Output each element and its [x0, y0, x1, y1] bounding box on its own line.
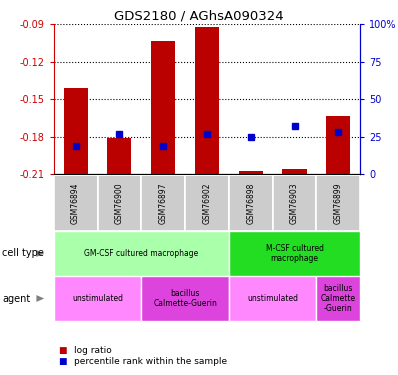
Bar [229, 175, 273, 231]
Bar [151, 40, 175, 174]
Text: bacillus
Calmette-Guerin: bacillus Calmette-Guerin [153, 289, 217, 308]
Text: agent: agent [2, 294, 30, 303]
Bar [141, 276, 229, 321]
Text: unstimulated: unstimulated [72, 294, 123, 303]
Text: GM-CSF cultured macrophage: GM-CSF cultured macrophage [84, 249, 199, 258]
Bar [316, 276, 360, 321]
Bar [54, 231, 229, 276]
Bar [195, 27, 219, 174]
Bar [316, 175, 360, 231]
Bar [107, 138, 131, 174]
Text: GSM76898: GSM76898 [246, 182, 255, 224]
Text: log ratio: log ratio [74, 346, 111, 355]
Bar [239, 171, 263, 174]
Text: ■: ■ [58, 346, 66, 355]
Bar [185, 175, 229, 231]
Bar [141, 175, 185, 231]
Bar [273, 175, 316, 231]
Text: GSM76903: GSM76903 [290, 182, 299, 224]
Polygon shape [37, 250, 44, 257]
Text: GDS2180 / AGhsA090324: GDS2180 / AGhsA090324 [114, 9, 284, 22]
Bar [54, 276, 141, 321]
Text: GSM76900: GSM76900 [115, 182, 124, 224]
Bar [229, 276, 316, 321]
Bar [64, 88, 88, 174]
Polygon shape [37, 295, 44, 302]
Text: GSM76894: GSM76894 [71, 182, 80, 224]
Bar [326, 116, 350, 174]
Bar [283, 170, 306, 174]
Bar [98, 175, 141, 231]
Text: unstimulated: unstimulated [247, 294, 298, 303]
Text: GSM76897: GSM76897 [159, 182, 168, 224]
Text: cell type: cell type [2, 249, 44, 258]
Text: GSM76902: GSM76902 [203, 182, 211, 224]
Bar [54, 175, 98, 231]
Text: ■: ■ [58, 357, 66, 366]
Text: bacillus
Calmette
-Guerin: bacillus Calmette -Guerin [321, 284, 356, 314]
Bar [229, 231, 360, 276]
Text: percentile rank within the sample: percentile rank within the sample [74, 357, 227, 366]
Text: M-CSF cultured
macrophage: M-CSF cultured macrophage [265, 244, 324, 263]
Text: GSM76899: GSM76899 [334, 182, 343, 224]
